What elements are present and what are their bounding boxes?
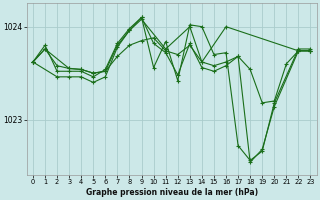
X-axis label: Graphe pression niveau de la mer (hPa): Graphe pression niveau de la mer (hPa) (86, 188, 258, 197)
